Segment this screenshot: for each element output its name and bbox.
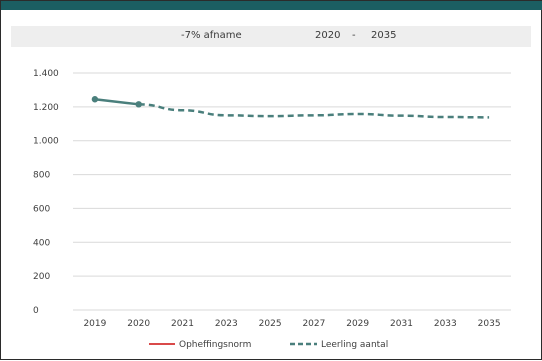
x-tick-label: 2023 xyxy=(215,319,238,329)
y-tick-label: 600 xyxy=(33,204,50,214)
y-tick-label: 1.200 xyxy=(33,103,59,113)
x-tick-label: 2031 xyxy=(390,319,413,329)
x-tick-label: 2020 xyxy=(127,319,150,329)
y-tick-label: 400 xyxy=(33,238,50,248)
legend-label-leerling: Leerling aantal xyxy=(321,340,388,350)
change-label: -7% afname xyxy=(181,30,242,41)
y-tick-label: 1.000 xyxy=(33,137,59,147)
x-tick-label: 2033 xyxy=(434,319,457,329)
x-tick-label: 2019 xyxy=(83,319,106,329)
y-tick-label: 1.400 xyxy=(33,69,59,79)
legend-label-opheffingsnorm: Opheffingsnorm xyxy=(179,340,251,350)
y-tick-label: 200 xyxy=(33,272,50,282)
year-dash: - xyxy=(352,30,356,41)
data-point xyxy=(135,101,142,108)
y-tick-label: 0 xyxy=(33,306,39,316)
x-tick-label: 2025 xyxy=(259,319,282,329)
top-bar xyxy=(1,1,542,10)
year-to: 2035 xyxy=(371,30,397,41)
leerling-forecast-line xyxy=(138,103,490,119)
x-tick-label: 2029 xyxy=(346,319,369,329)
x-tick-label: 2035 xyxy=(478,319,501,329)
x-tick-label: 2021 xyxy=(171,319,194,329)
y-tick-label: 800 xyxy=(33,171,50,181)
x-tick-label: 2027 xyxy=(302,319,325,329)
data-point xyxy=(91,96,99,103)
forecast-header: -7% afname 2020 - 2035 xyxy=(11,26,531,47)
year-from: 2020 xyxy=(315,30,341,41)
leerling-actual-line xyxy=(94,97,139,106)
